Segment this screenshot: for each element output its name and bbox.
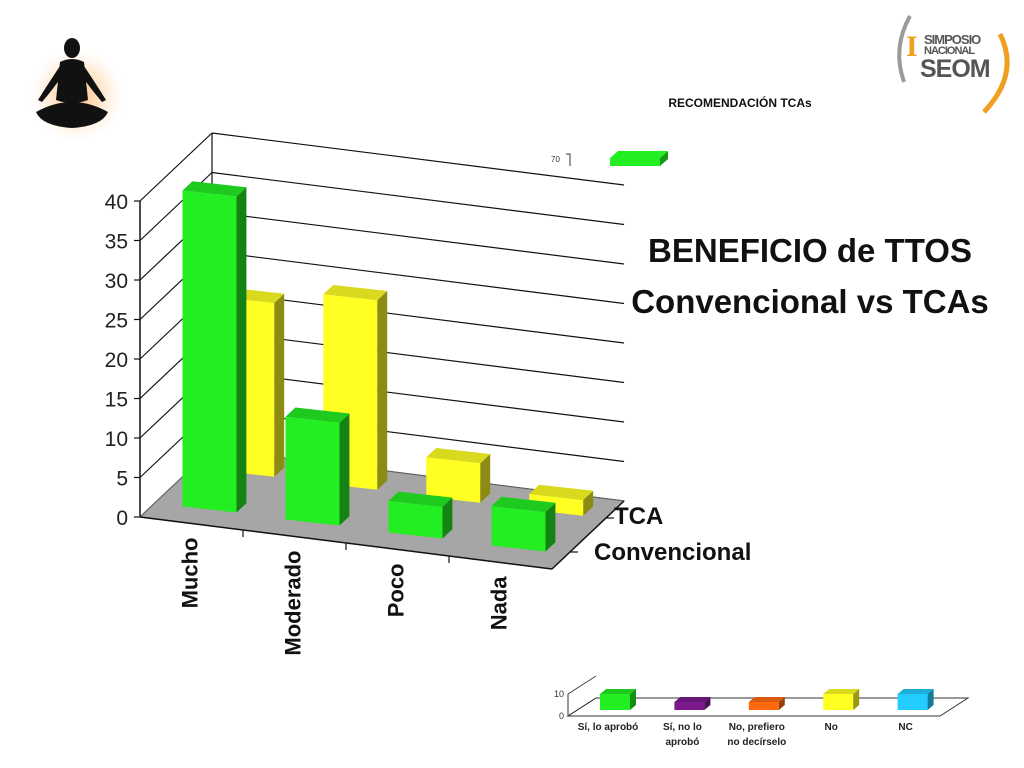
- gridline: [211, 250, 625, 305]
- small-chart-fragment: [566, 151, 668, 166]
- x-category-label: Moderado: [280, 551, 305, 656]
- slide-title-line1: BENEFICIO de TTOS: [648, 232, 972, 269]
- y-tick-label: 40: [105, 191, 128, 214]
- meditation-figure-icon: [27, 38, 127, 140]
- logo-line2: NACIONAL: [924, 45, 975, 57]
- y-tick-label: 25: [105, 310, 128, 333]
- small-gridline: [567, 697, 597, 717]
- small-bar-front: [600, 694, 630, 710]
- logo-line1: SIMPOSIO: [924, 32, 981, 47]
- small-bar-side: [927, 689, 934, 710]
- small-bar: [674, 697, 711, 710]
- bar-front-face: [285, 416, 340, 526]
- small-category-label: No: [825, 722, 838, 733]
- bar-front-face: [426, 457, 481, 503]
- small-category-label: no decírselo: [727, 737, 786, 748]
- x-category-label: Poco: [383, 564, 408, 618]
- gridline: [211, 211, 625, 265]
- small-bar-side: [630, 689, 636, 710]
- bar-front-face: [388, 500, 443, 539]
- bar-top-face: [182, 181, 247, 197]
- logo-line3: SEOM: [920, 55, 991, 83]
- bar-top-face: [285, 407, 350, 423]
- small-gridline: [567, 675, 597, 695]
- small-category-label: aprobó: [665, 737, 699, 748]
- y-tick-label: 5: [116, 468, 128, 491]
- y-tick-label: 35: [105, 231, 128, 254]
- side-gridline: [139, 132, 213, 202]
- small-bar-top: [823, 689, 860, 694]
- bar-convencional: [388, 491, 453, 539]
- y-tick-label: 0: [116, 507, 128, 530]
- bar-tca: [426, 448, 491, 503]
- bar-side-face: [339, 413, 350, 526]
- seom-logo: I SIMPOSIO NACIONAL SEOM: [888, 8, 1022, 118]
- slide-title-line2: Convencional vs TCAs: [631, 283, 989, 320]
- chart-group: 0 5 10 15 20 25 30 35 40 Mucho Moderado Poco Nada TCA…: [105, 132, 751, 656]
- gridline: [211, 171, 625, 226]
- small-bar: [748, 697, 785, 710]
- small-chart-tick: 70: [551, 155, 560, 164]
- bar-convencional: [491, 496, 556, 552]
- series-label: TCA: [614, 503, 663, 530]
- small-bar: [823, 689, 860, 710]
- bar-side-face: [442, 497, 453, 539]
- small-bar-front: [748, 702, 779, 710]
- bar-top-face: [323, 284, 388, 301]
- bar-front-face: [182, 190, 237, 513]
- y-tick-label: 15: [105, 389, 128, 412]
- small-bar-top: [600, 689, 636, 694]
- small-bar-top: [748, 697, 785, 702]
- small-bar-side: [704, 697, 711, 710]
- small-category-label: No, prefiero: [729, 722, 785, 733]
- bar-side-face: [545, 502, 556, 552]
- small-y-tick-label: 10: [554, 689, 564, 699]
- small-bar-top: [674, 697, 711, 702]
- bar-side-face: [236, 187, 247, 513]
- bar-top-face: [491, 496, 556, 512]
- bar-convencional: [182, 181, 247, 513]
- bar-side-face: [274, 293, 285, 477]
- small-bar-front: [897, 694, 928, 710]
- small-category-label: Sí, no lo: [663, 722, 702, 733]
- small-bar-chart: 0 10 Sí, lo aprobó Sí, no lo aprobó No, prefi…: [554, 675, 970, 748]
- y-tick-label: 30: [105, 270, 128, 293]
- depth-axis-line: [551, 500, 625, 570]
- x-category-label: Mucho: [177, 538, 202, 609]
- small-bar-side: [853, 689, 860, 710]
- small-bar-top: [897, 689, 934, 694]
- small-bar: [897, 689, 934, 710]
- bar-convencional: [285, 407, 350, 526]
- bar-top-face: [388, 491, 453, 507]
- small-category-label: Sí, lo aprobó: [578, 722, 639, 733]
- small-chart-title: RECOMENDACIÓN TCAs: [668, 96, 812, 110]
- logo-roman-numeral: I: [906, 30, 918, 63]
- bar-side-face: [583, 490, 594, 516]
- y-tick-label: 20: [105, 349, 128, 372]
- small-category-label: NC: [898, 722, 912, 733]
- small-bar-front: [674, 702, 705, 710]
- logo-arc: [897, 15, 1010, 114]
- x-category-label: Nada: [486, 576, 511, 631]
- gridline: [211, 132, 625, 186]
- small-y-tick-label: 0: [559, 711, 564, 721]
- bar-front-face: [491, 506, 546, 552]
- series-label: Convencional: [594, 539, 751, 566]
- small-bar: [600, 689, 636, 710]
- small-bar-side: [778, 697, 785, 710]
- y-tick-label: 10: [105, 428, 128, 451]
- bar-side-face: [377, 290, 388, 490]
- small-bar-front: [823, 694, 854, 710]
- bar-top-face: [529, 484, 594, 500]
- bar-top-face: [426, 448, 491, 464]
- bar-side-face: [480, 454, 491, 503]
